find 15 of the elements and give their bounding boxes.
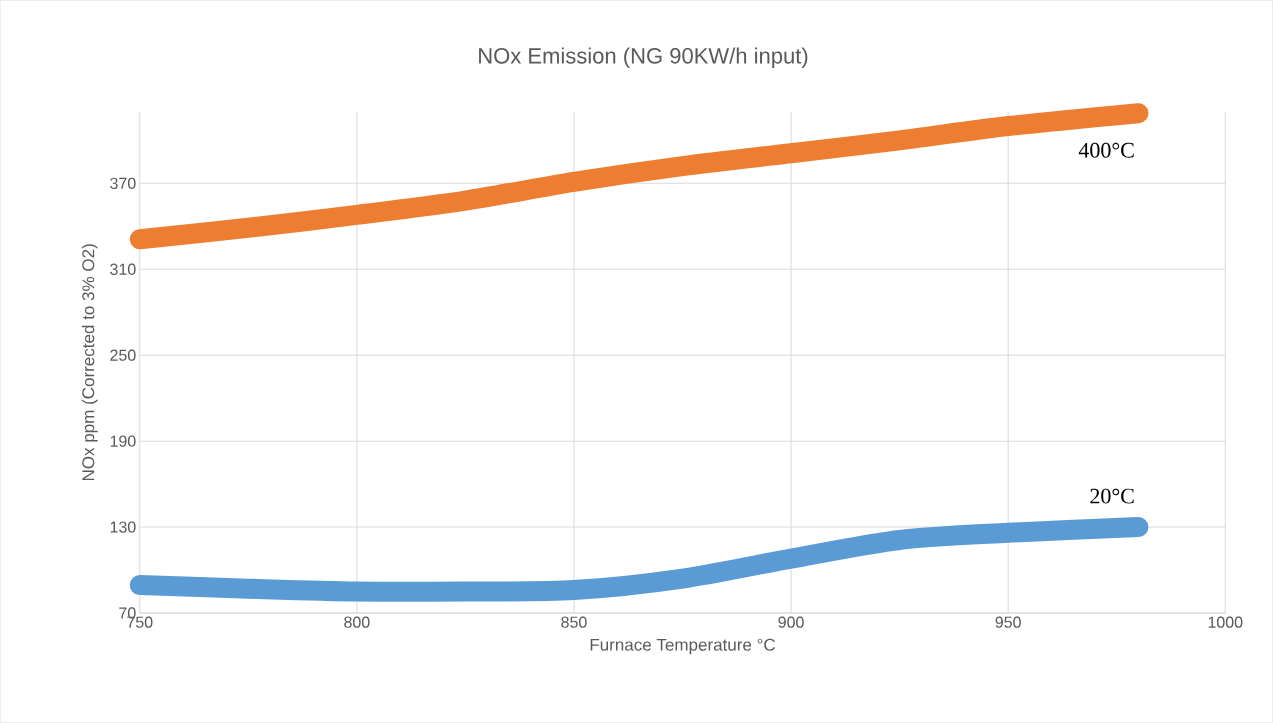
y-tick-label: 370 [110,177,136,190]
x-tick-label: 800 [344,616,370,628]
chart-title: NOx Emission (NG 90KW/h input) [479,47,808,69]
annotation: 400°C [1078,142,1134,158]
x-tick-label: 950 [995,616,1021,628]
y-axis-title: NOx ppm (Corrected to 3% O2) [81,244,98,481]
y-tick-label: 190 [110,435,136,447]
y-tick-label: 130 [110,521,136,533]
x-axis-title: Furnace Temperature °C [590,638,776,655]
y-tick-label: 250 [110,349,136,361]
x-tick-label: 850 [561,616,587,628]
annotation: 20°C [1090,488,1134,504]
x-tick-label: 1000 [1208,616,1243,628]
y-tick-label: 310 [110,263,136,276]
x-tick-label: 900 [778,616,804,628]
